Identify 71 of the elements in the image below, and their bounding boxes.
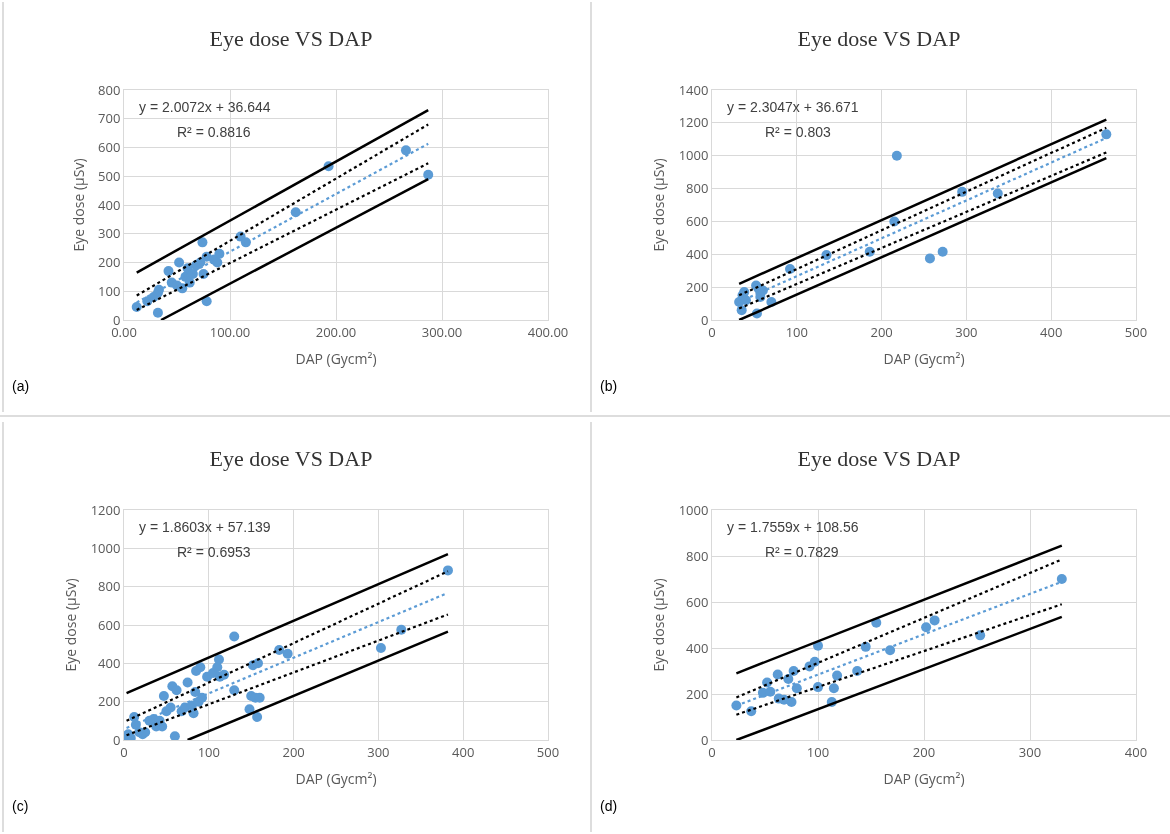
y-tick-label: 500 (98, 166, 121, 185)
chart-title: Eye dose VS DAP (209, 26, 373, 52)
y-tick-label: 100 (98, 281, 121, 300)
x-axis-title: DAP (Gycm²) (883, 768, 965, 788)
text: (d) (600, 798, 618, 814)
x-tick-label: 400.00 (527, 322, 569, 341)
y-tick-label: 1400 (678, 80, 709, 99)
text: (c) (12, 798, 29, 814)
y-tick-label: 1000 (90, 538, 121, 557)
x-axis-title: DAP (Gycm²) (883, 348, 965, 368)
y-tick-label: 600 (98, 615, 121, 634)
y-tick-label: 200 (686, 684, 709, 703)
y-tick-label: 600 (98, 138, 121, 157)
y-tick-label: 200 (686, 277, 709, 296)
annotation: y = 2.0072x + 36.644 (139, 99, 271, 115)
y-tick-label: 600 (686, 592, 709, 611)
chart-title: Eye dose VS DAP (797, 26, 961, 52)
y-tick-label: 0 (700, 310, 709, 329)
annotation: R² = 0.6953 (177, 544, 251, 560)
y-tick-label: 400 (686, 638, 709, 657)
y-tick-label: 400 (98, 195, 121, 214)
y-tick-label: 800 (98, 80, 121, 99)
annotation: y = 1.8603x + 57.139 (139, 519, 271, 535)
text: (a) (12, 378, 30, 394)
x-tick-label: 400 (1124, 742, 1148, 761)
y-axis-title: Eye dose (µSv) (649, 158, 669, 252)
y-tick-label: 1200 (90, 500, 121, 519)
y-tick-label: 600 (686, 211, 709, 230)
x-tick-label: 300 (1018, 742, 1042, 761)
x-tick-label: 300 (367, 742, 390, 761)
y-tick-label: 800 (686, 179, 709, 198)
y-tick-label: 800 (98, 577, 121, 596)
x-tick-label: 400 (452, 742, 475, 761)
x-tick-label: 100 (197, 742, 220, 761)
x-tick-label: 100 (785, 322, 808, 341)
y-tick-label: 400 (686, 244, 709, 263)
x-tick-label: 100 (806, 742, 830, 761)
y-tick-label: 0 (700, 730, 709, 749)
y-tick-label: 700 (98, 109, 121, 128)
y-tick-label: 0 (112, 730, 121, 749)
y-tick-label: 1000 (678, 146, 709, 165)
y-tick-label: 1200 (678, 113, 709, 132)
y-tick-label: 800 (686, 546, 709, 565)
x-tick-label: 200 (282, 742, 305, 761)
x-tick-label: 500 (536, 742, 560, 761)
text: (b) (600, 378, 618, 394)
x-tick-label: 200 (912, 742, 936, 761)
y-axis-title: Eye dose (µSv) (68, 158, 88, 252)
y-tick-label: 1000 (678, 500, 709, 519)
x-tick-label: 300 (955, 322, 978, 341)
x-tick-label: 200.00 (315, 322, 357, 341)
chart-title: Eye dose VS DAP (209, 446, 373, 472)
x-axis-title: DAP (Gycm²) (295, 348, 377, 368)
x-tick-label: 100.00 (209, 322, 251, 341)
y-axis-title: Eye dose (µSv) (61, 578, 81, 672)
annotation: R² = 0.7829 (765, 544, 839, 560)
x-axis-title: DAP (Gycm²) (295, 768, 377, 788)
x-tick-label: 200 (870, 322, 893, 341)
annotation: y = 2.3047x + 36.671 (727, 99, 859, 115)
x-tick-label: 400 (1040, 322, 1063, 341)
y-tick-label: 300 (98, 224, 121, 243)
y-tick-label: 200 (98, 253, 121, 272)
y-axis-title: Eye dose (µSv) (649, 578, 669, 672)
annotation: R² = 0.803 (765, 124, 831, 140)
x-tick-label: 300.00 (421, 322, 463, 341)
chart-title: Eye dose VS DAP (797, 446, 961, 472)
y-tick-label: 400 (98, 653, 121, 672)
y-tick-label: 200 (98, 692, 121, 711)
x-tick-label: 500 (1124, 322, 1148, 341)
annotation: R² = 0.8816 (177, 124, 251, 140)
annotation: y = 1.7559x + 108.56 (727, 519, 859, 535)
